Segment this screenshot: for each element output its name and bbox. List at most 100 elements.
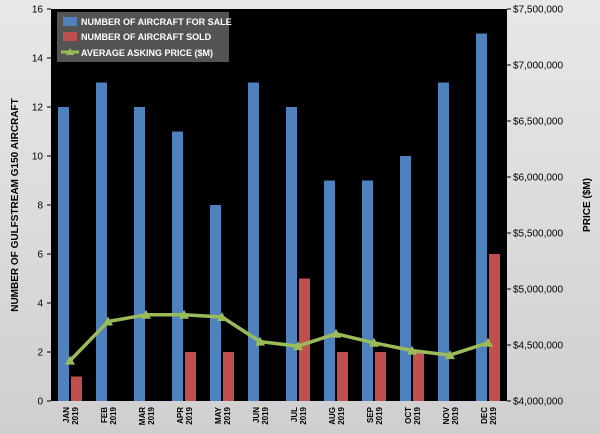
x-tick-year: 2019 <box>489 406 498 424</box>
price-line-layer <box>65 309 493 365</box>
bar-for-sale-sep <box>362 180 373 401</box>
legend-label-for-sale: NUMBER OF AIRCRAFT FOR SALE <box>81 17 232 27</box>
bar-sold-oct <box>413 352 424 401</box>
bars-layer <box>58 33 500 401</box>
bar-for-sale-mar <box>134 107 145 401</box>
x-tick-label: FEB2019 <box>100 406 118 424</box>
x-tick-label: MAY2019 <box>214 406 232 424</box>
y2-tick-label: $7,000,000 <box>513 61 563 72</box>
x-tick-month: JAN <box>62 407 71 423</box>
y2-tick-label: $5,500,000 <box>513 229 563 240</box>
x-tick-label: NOV2019 <box>442 406 460 424</box>
price-marker-may <box>217 312 227 321</box>
price-marker-nov <box>445 350 455 360</box>
y2-tick-label: $6,500,000 <box>513 117 563 128</box>
x-tick-month: OCT <box>404 407 413 424</box>
price-marker-oct <box>407 345 417 355</box>
x-tick-label: DEC2019 <box>480 406 498 424</box>
x-axis-ticks: JAN2019 FEB2019 MAR2019 APR2019 MAY2019 JUN20… <box>62 406 498 425</box>
price-marker-jul <box>293 341 303 351</box>
x-tick-month: SEP <box>366 406 375 423</box>
price-line <box>68 313 489 362</box>
x-tick-year: 2019 <box>413 406 422 424</box>
x-tick-month: APR <box>176 407 185 424</box>
bar-sold-may <box>223 352 234 401</box>
y2-tick-label: $5,000,000 <box>513 285 563 296</box>
x-tick-label: OCT2019 <box>404 406 422 424</box>
x-tick-year: 2019 <box>109 406 118 424</box>
legend: NUMBER OF AIRCRAFT FOR SALE NUMBER OF AI… <box>57 12 232 62</box>
bar-for-sale-may <box>210 205 221 401</box>
x-tick-label: JUL2019 <box>290 406 308 424</box>
x-tick-month: MAY <box>214 406 223 424</box>
bar-sold-jul <box>299 278 310 401</box>
y-tick-label: 4 <box>37 299 43 310</box>
x-tick-year: 2019 <box>71 406 80 424</box>
y-tick-label: 16 <box>32 5 44 16</box>
x-tick-year: 2019 <box>261 406 270 424</box>
bar-sold-jan <box>71 376 82 401</box>
plot-area <box>51 9 507 401</box>
y-tick-label: 0 <box>37 397 43 408</box>
legend-swatch-for-sale <box>63 17 77 26</box>
y-axis-title: NUMBER OF GULFSTREAM G150 AIRCRAFT <box>10 98 21 312</box>
y2-tick-label: $4,000,000 <box>513 397 563 408</box>
bar-sold-aug <box>337 352 348 401</box>
x-tick-year: 2019 <box>337 406 346 424</box>
legend-label-sold: NUMBER OF AIRCRAFT SOLD <box>81 32 212 42</box>
x-tick-label: MAR2019 <box>138 406 156 425</box>
x-tick-label: SEP2019 <box>366 406 384 424</box>
y2-axis-title: PRICE ($M) <box>582 178 593 232</box>
x-tick-label: APR2019 <box>176 406 194 424</box>
bar-sold-apr <box>185 352 196 401</box>
price-marker-mar <box>141 309 151 319</box>
bar-for-sale-nov <box>438 82 449 401</box>
x-tick-month: AUG <box>328 407 337 425</box>
x-tick-label: JUN2019 <box>252 406 270 424</box>
price-marker-aug <box>331 328 341 338</box>
bar-for-sale-apr <box>172 131 183 401</box>
x-tick-year: 2019 <box>223 406 232 424</box>
x-tick-month: NOV <box>442 406 451 424</box>
y-tick-label: 2 <box>37 348 43 359</box>
bar-for-sale-oct <box>400 156 411 401</box>
legend-swatch-price-marker <box>66 48 74 55</box>
y-tick-label: 14 <box>32 54 44 65</box>
legend-swatch-sold <box>63 32 77 41</box>
price-marker-apr <box>179 309 189 319</box>
bar-for-sale-jan <box>58 107 69 401</box>
x-tick-month: DEC <box>480 407 489 424</box>
y2-tick-label: $6,000,000 <box>513 173 563 184</box>
price-marker-jan <box>65 355 75 365</box>
bar-for-sale-dec <box>476 33 487 401</box>
left-axis-ticks: 0 2 4 6 8 10 12 14 16 <box>32 5 51 408</box>
x-tick-year: 2019 <box>375 406 384 424</box>
bar-for-sale-aug <box>324 180 335 401</box>
price-marker-dec <box>483 337 493 347</box>
bar-sold-dec <box>489 254 500 401</box>
x-tick-year: 2019 <box>299 406 308 424</box>
x-tick-year: 2019 <box>451 406 460 424</box>
y2-tick-label: $4,500,000 <box>513 341 563 352</box>
x-tick-month: JUL <box>290 407 299 422</box>
y-tick-label: 8 <box>37 201 43 212</box>
x-tick-label: AUG2019 <box>328 406 346 424</box>
x-tick-year: 2019 <box>147 406 156 424</box>
price-marker-jun <box>255 336 265 346</box>
bar-sold-sep <box>375 352 386 401</box>
x-tick-month: FEB <box>100 407 109 423</box>
bar-for-sale-jul <box>286 107 297 401</box>
x-tick-month: JUN <box>252 407 261 423</box>
price-marker-sep <box>369 337 379 347</box>
bar-for-sale-jun <box>248 82 259 401</box>
y-tick-label: 6 <box>37 250 43 261</box>
y2-tick-label: $7,500,000 <box>513 5 563 16</box>
legend-label-price: AVERAGE ASKING PRICE ($M) <box>81 48 213 58</box>
legend-box <box>57 12 229 62</box>
y-tick-label: 10 <box>32 152 44 163</box>
bar-for-sale-feb <box>96 82 107 401</box>
x-tick-month: MAR <box>138 407 147 425</box>
x-tick-label: JAN2019 <box>62 406 80 424</box>
